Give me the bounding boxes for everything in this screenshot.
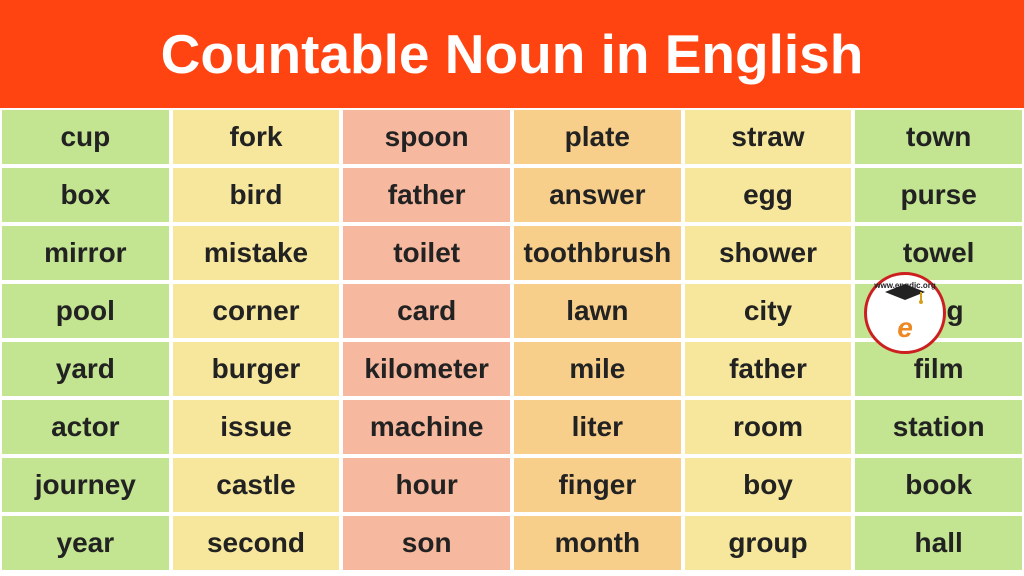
table-cell: year <box>0 514 171 572</box>
table-cell: boy <box>683 456 854 514</box>
table-cell: father <box>341 166 512 224</box>
table-cell: corner <box>171 282 342 340</box>
table-cell: mirror <box>0 224 171 282</box>
noun-table: cupforkspoonplatestrawtownboxbirdfathera… <box>0 108 1024 572</box>
table-cell: toothbrush <box>512 224 683 282</box>
table-cell: box <box>0 166 171 224</box>
table-cell: book <box>853 456 1024 514</box>
table-cell: toilet <box>341 224 512 282</box>
table-cell: fork <box>171 108 342 166</box>
table-cell: burger <box>171 340 342 398</box>
table-cell: city <box>683 282 854 340</box>
table-cell: son <box>341 514 512 572</box>
table-cell: kilometer <box>341 340 512 398</box>
table-cell: journey <box>0 456 171 514</box>
table-cell: second <box>171 514 342 572</box>
table-cell: town <box>853 108 1024 166</box>
table-cell: father <box>683 340 854 398</box>
table-cell: station <box>853 398 1024 456</box>
table-cell: mistake <box>171 224 342 282</box>
table-cell: egg <box>683 166 854 224</box>
brand-logo: www.engdic.org e <box>864 272 946 354</box>
table-cell: finger <box>512 456 683 514</box>
table-cell: shower <box>683 224 854 282</box>
table-cell: castle <box>171 456 342 514</box>
table-cell: actor <box>0 398 171 456</box>
table-cell: month <box>512 514 683 572</box>
table-cell: issue <box>171 398 342 456</box>
table-cell: towel <box>853 224 1024 282</box>
table-cell: yard <box>0 340 171 398</box>
table-cell: hour <box>341 456 512 514</box>
table-cell: pool <box>0 282 171 340</box>
table-cell: hall <box>853 514 1024 572</box>
table-cell: spoon <box>341 108 512 166</box>
table-cell: bird <box>171 166 342 224</box>
page-title: Countable Noun in English <box>161 22 864 86</box>
table-cell: plate <box>512 108 683 166</box>
table-cell: purse <box>853 166 1024 224</box>
table-cell: card <box>341 282 512 340</box>
table-cell: film <box>853 340 1024 398</box>
logo-letter: e <box>897 312 913 344</box>
table-cell: group <box>683 514 854 572</box>
table-cell: cup <box>0 108 171 166</box>
table-cell: straw <box>683 108 854 166</box>
table-cell: liter <box>512 398 683 456</box>
table-cell: machine <box>341 398 512 456</box>
table-cell: lawn <box>512 282 683 340</box>
table-cell: room <box>683 398 854 456</box>
page-header: Countable Noun in English <box>0 0 1024 108</box>
logo-url: www.engdic.org <box>874 281 935 290</box>
table-cell: answer <box>512 166 683 224</box>
table-cell: mile <box>512 340 683 398</box>
